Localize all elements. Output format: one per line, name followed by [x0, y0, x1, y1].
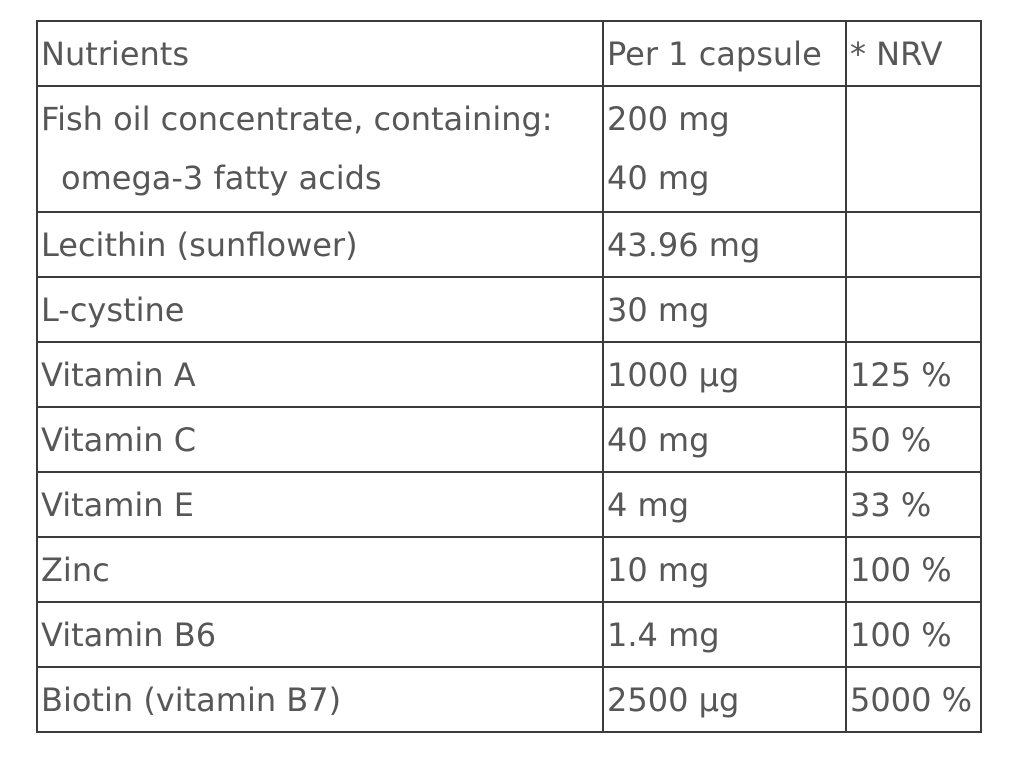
nutrient-cell: Vitamin A [36, 341, 604, 408]
amount-cell: 1000 µg [602, 341, 847, 408]
nutrient-cell: Biotin (vitamin B7) [36, 666, 604, 733]
amount-cell: 1.4 mg [602, 601, 847, 668]
table-row: Vitamin A 1000 µg 125 % [36, 341, 982, 408]
nrv-cell: 33 % [845, 471, 982, 538]
nrv-cell: 125 % [845, 341, 982, 408]
amount-cell: 10 mg [602, 536, 847, 603]
amount-cell: 40 mg [602, 406, 847, 473]
header-per-capsule: Per 1 capsule [602, 20, 847, 87]
nutrient-cell: Lecithin (sunflower) [36, 211, 604, 278]
amount-value: 200 mg [607, 100, 730, 138]
nrv-cell: 100 % [845, 536, 982, 603]
amount-cell: 43.96 mg [602, 211, 847, 278]
table-row: Lecithin (sunflower) 43.96 mg [36, 211, 982, 278]
nutrient-name: Fish oil concentrate, containing: [41, 100, 553, 138]
header-nrv: * NRV [845, 20, 982, 87]
table-row: Vitamin E 4 mg 33 % [36, 471, 982, 538]
table-row: Vitamin C 40 mg 50 % [36, 406, 982, 473]
table-header-row: Nutrients Per 1 capsule * NRV [36, 20, 982, 87]
table-row: L-cystine 30 mg [36, 276, 982, 343]
sub-nutrient-name: omega-3 fatty acids [61, 159, 382, 197]
nutrient-cell: Zinc [36, 536, 604, 603]
nutrition-table: Nutrients Per 1 capsule * NRV Fish oil c… [36, 20, 982, 733]
amount-cell: 4 mg [602, 471, 847, 538]
table-row: Biotin (vitamin B7) 2500 µg 5000 % [36, 666, 982, 733]
nutrient-cell: Vitamin C [36, 406, 604, 473]
sub-amount-value: 40 mg [607, 159, 710, 197]
header-nutrients: Nutrients [36, 20, 604, 87]
nrv-cell [845, 276, 982, 343]
nrv-cell: 5000 % [845, 666, 982, 733]
table-row: Vitamin B6 1.4 mg 100 % [36, 601, 982, 668]
table-row: Fish oil concentrate, containing: omega-… [36, 85, 982, 213]
amount-cell: 200 mg 40 mg [602, 85, 847, 213]
amount-cell: 2500 µg [602, 666, 847, 733]
table-row: Zinc 10 mg 100 % [36, 536, 982, 603]
nutrient-cell: Fish oil concentrate, containing: omega-… [36, 85, 604, 213]
nrv-cell: 100 % [845, 601, 982, 668]
nrv-cell: 50 % [845, 406, 982, 473]
nutrient-cell: Vitamin B6 [36, 601, 604, 668]
nutrient-cell: L-cystine [36, 276, 604, 343]
nrv-cell [845, 211, 982, 278]
amount-cell: 30 mg [602, 276, 847, 343]
nutrient-cell: Vitamin E [36, 471, 604, 538]
nrv-cell [845, 85, 982, 213]
